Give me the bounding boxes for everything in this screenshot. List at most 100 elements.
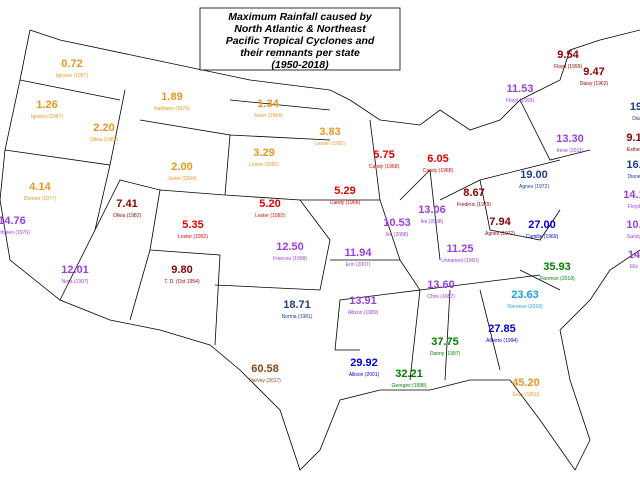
- rain-value: 13.30: [556, 133, 584, 145]
- storm-name: Eliz: [630, 264, 639, 270]
- storm-name: Doreen (1977): [24, 196, 57, 202]
- storm-name: Unnamed (1960): [441, 258, 479, 264]
- storm-name: Floyd (1999): [554, 64, 582, 70]
- storm-name: Lester (1992): [255, 213, 285, 219]
- rain-value: 27.00: [528, 219, 556, 231]
- rain-value: 13.06: [418, 204, 446, 216]
- rain-value: 1.89: [161, 91, 182, 103]
- storm-name: Floyd: [628, 204, 640, 210]
- rain-value: 2.00: [171, 161, 192, 173]
- rain-value: 12.50: [276, 241, 304, 253]
- rain-value: 18.71: [283, 299, 311, 311]
- storm-name: Sandy: [627, 234, 640, 240]
- rain-value: 11.94: [345, 247, 373, 259]
- rain-value: 11.53: [507, 83, 534, 95]
- rain-value: 32.21: [395, 368, 423, 380]
- storm-name: Nora (1997): [62, 279, 89, 285]
- storm-name: Frederic (1979): [457, 202, 492, 208]
- storm-name: Agnes (1972): [519, 184, 549, 190]
- storm-name: Erin (2007): [346, 262, 371, 268]
- storm-name: Agnes (1972): [485, 231, 515, 237]
- rain-value: 16.: [626, 159, 640, 171]
- rain-value: 11.25: [447, 243, 474, 255]
- rain-value: 60.58: [251, 363, 279, 375]
- storm-name: Allison (2001): [349, 372, 380, 378]
- rain-value: 19.00: [520, 169, 548, 181]
- rain-value: 5.35: [182, 219, 203, 231]
- rain-value: 19: [630, 101, 640, 113]
- rain-value: 7.94: [489, 216, 511, 228]
- rain-value: 9.80: [171, 264, 192, 276]
- storm-name: Candy (1968): [330, 200, 361, 206]
- storm-name: Camille (1969): [526, 234, 559, 240]
- storm-name: Javier (2004): [167, 176, 197, 182]
- storm-name: Ignacio (1997): [31, 114, 63, 120]
- rain-value: 9.1: [626, 132, 640, 144]
- title-line: North Atlantic & Northeast: [234, 23, 366, 35]
- title-line: their remnants per state: [240, 47, 360, 59]
- storm-name: Easy (1950): [513, 392, 540, 398]
- storm-name: Olivia (1982): [90, 137, 119, 143]
- rain-value: 35.93: [543, 261, 571, 273]
- rain-value: 37.75: [431, 336, 459, 348]
- title-line: Maximum Rainfall caused by: [228, 11, 373, 23]
- storm-name: Ike (2008): [421, 219, 444, 225]
- storm-name: Ike (2008): [386, 232, 409, 238]
- rain-value: 6.05: [427, 153, 448, 165]
- state-borders: [0, 29, 640, 471]
- storm-name: Kathleen (1976): [154, 106, 190, 112]
- rain-value: 13.91: [349, 295, 377, 307]
- storm-name: Candy (1968): [423, 168, 454, 174]
- rain-value: 12.01: [61, 264, 89, 276]
- rain-value: 5.75: [373, 149, 394, 161]
- storm-name: Lester (1992): [249, 162, 279, 168]
- storm-name: Candy (1968): [369, 164, 400, 170]
- storm-name: Florence (2018): [507, 304, 543, 310]
- rain-value: 14: [628, 249, 640, 261]
- storm-name: Georges (1998): [391, 383, 426, 389]
- rain-value: 4.14: [29, 181, 51, 193]
- storm-name: Olivia (1982): [113, 213, 142, 219]
- rain-value: 8.67: [463, 187, 484, 199]
- storm-name: Danny (1997): [430, 351, 461, 357]
- title-line: Pacific Tropical Cyclones and: [226, 35, 375, 47]
- storm-name: Norma (1981): [282, 314, 313, 320]
- storm-name: Frances (1998): [273, 256, 307, 262]
- storm-name: Floyd (1999): [506, 98, 534, 104]
- storm-name: Ignacio (1997): [56, 73, 88, 79]
- storm-name: Lester (1992): [315, 141, 345, 147]
- rain-value: 14.76: [0, 215, 26, 227]
- rain-value: 5.29: [334, 185, 355, 197]
- title-line: (1950-2018): [271, 59, 329, 71]
- rain-value: 10.53: [383, 217, 411, 229]
- rain-value: 7.41: [116, 198, 137, 210]
- rain-value: 3.29: [253, 147, 274, 159]
- rain-value: 3.83: [319, 126, 340, 138]
- rain-value: 13.60: [427, 279, 455, 291]
- labels: 0.72 Ignacio (1997) 1.26 Ignacio (1997) 2.20…: [0, 49, 640, 398]
- storm-name: Allison (1989): [348, 310, 379, 316]
- rain-value: 9.47: [583, 66, 604, 78]
- rain-value: 10.: [626, 219, 640, 231]
- storm-name: Florence (2018): [539, 276, 575, 282]
- storm-name: Lester (1992): [178, 234, 208, 240]
- rain-value: 45.20: [512, 377, 540, 389]
- title-box: [199, 7, 401, 71]
- rain-value: 2.20: [93, 122, 114, 134]
- storm-name: Irene (2011): [557, 148, 584, 154]
- rain-value: 14.1: [623, 189, 640, 201]
- storm-name: Kathleen (1976): [0, 230, 30, 236]
- rain-value: 5.20: [259, 198, 280, 210]
- storm-name: Diane: [627, 174, 640, 180]
- rain-value: 23.63: [511, 289, 539, 301]
- storm-name: Esther: [627, 147, 640, 153]
- rain-value: 27.85: [488, 323, 516, 335]
- rain-value: 0.72: [61, 58, 82, 70]
- storm-name: Daisy (1962): [580, 81, 609, 87]
- storm-name: T. D. (Oct 1954): [164, 279, 200, 285]
- storm-name: Alberto (1994): [486, 338, 518, 344]
- rain-value: 9.54: [557, 49, 579, 61]
